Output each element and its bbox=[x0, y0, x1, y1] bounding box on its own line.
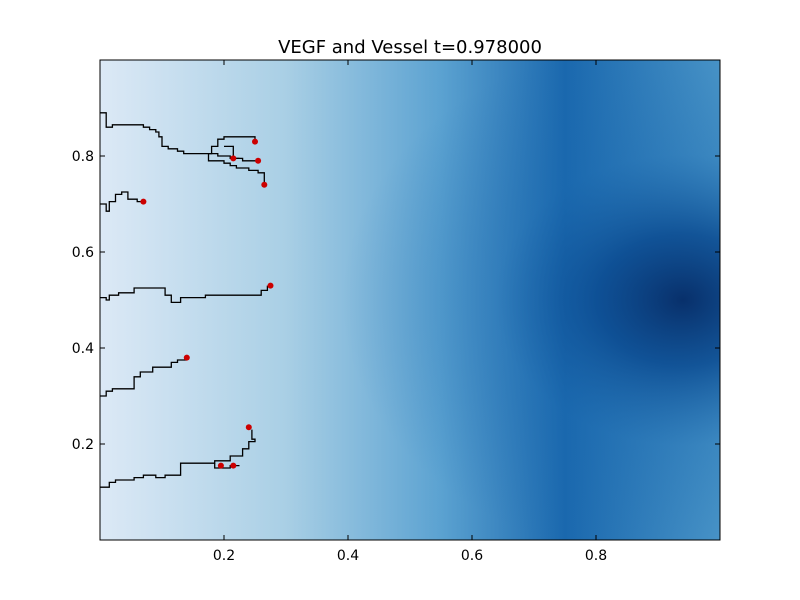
x-tick-label: 0.6 bbox=[461, 548, 483, 564]
x-axis: 0.2 0.4 0.6 0.8 bbox=[213, 60, 607, 564]
y-tick-label: 0.6 bbox=[72, 245, 94, 261]
y-tick-label: 0.2 bbox=[72, 437, 94, 453]
vessel-tips bbox=[140, 138, 274, 469]
y-axis: 0.2 0.4 0.6 0.8 bbox=[72, 149, 720, 453]
vessel-path bbox=[100, 285, 269, 304]
vessel-path bbox=[208, 136, 256, 155]
vessel-network bbox=[100, 112, 269, 488]
vessel-path bbox=[224, 145, 240, 160]
vessel-tip-point bbox=[183, 354, 190, 361]
vessel-tip-point bbox=[245, 424, 252, 431]
vessel-tip-point bbox=[230, 155, 237, 162]
vessel-path bbox=[100, 359, 187, 397]
vessel-tip-point bbox=[217, 462, 224, 469]
heatmap-peak bbox=[100, 60, 720, 540]
vessel-tip-point bbox=[230, 462, 237, 469]
vessel-tip-point bbox=[261, 181, 268, 188]
vessel-path bbox=[100, 429, 256, 488]
axes-frame bbox=[99, 59, 721, 541]
vessel-path bbox=[100, 191, 144, 212]
vessel-tip-point bbox=[140, 198, 147, 205]
y-tick-label: 0.8 bbox=[72, 149, 94, 165]
x-tick-label: 0.8 bbox=[585, 548, 607, 564]
vessel-tip-point bbox=[255, 157, 262, 164]
x-tick-label: 0.4 bbox=[337, 548, 359, 564]
vessel-path bbox=[208, 152, 259, 162]
vessel-path bbox=[100, 112, 265, 185]
vessel-tip-point bbox=[252, 138, 258, 145]
chart-title: VEGF and Vessel t=0.978000 bbox=[278, 37, 542, 58]
y-tick-label: 0.4 bbox=[72, 341, 94, 357]
x-tick-label: 0.2 bbox=[213, 548, 235, 564]
vessel-tip-point bbox=[267, 282, 274, 289]
plot-area bbox=[100, 60, 720, 540]
